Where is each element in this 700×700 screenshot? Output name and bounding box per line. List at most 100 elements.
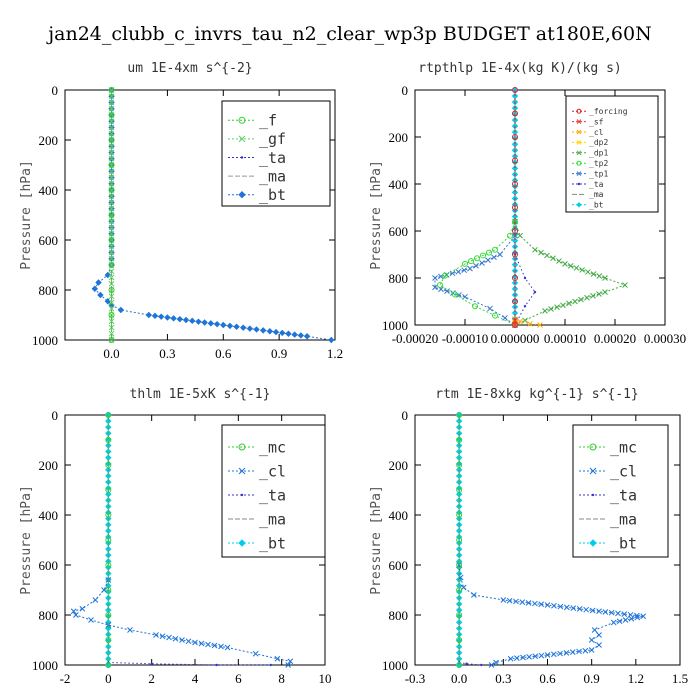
diamond-marker <box>97 291 104 299</box>
x-marker <box>108 118 115 125</box>
circle-marker <box>456 637 463 643</box>
x-marker <box>634 612 640 619</box>
circle-marker <box>437 282 443 289</box>
circle-marker <box>512 181 518 187</box>
x-marker <box>608 609 615 616</box>
x-marker <box>532 600 538 607</box>
x-marker <box>548 306 554 312</box>
x-tick-label: 10 <box>319 671 332 686</box>
y-tick-label: 1000 <box>32 658 58 673</box>
x-marker <box>596 632 602 638</box>
x-marker <box>563 604 570 611</box>
y-tick-label: 800 <box>39 608 59 623</box>
x-marker <box>108 174 115 181</box>
legend-label: _ta <box>259 486 286 504</box>
x-marker <box>596 273 603 279</box>
diamond-marker <box>303 333 311 340</box>
legend-label: _mc <box>259 438 286 456</box>
diamond-marker <box>285 330 292 337</box>
x-marker <box>628 615 635 622</box>
x-marker <box>576 140 582 145</box>
series-cl <box>456 562 647 668</box>
x-marker <box>589 467 597 475</box>
x-marker <box>517 318 523 325</box>
legend-label: _ma <box>589 190 604 199</box>
dot-marker <box>465 662 468 665</box>
diamond-marker <box>182 316 190 324</box>
y-tick-label: 0 <box>402 83 409 98</box>
x-marker <box>573 265 580 271</box>
legend-label: _sf <box>589 117 604 126</box>
x-marker <box>172 635 179 642</box>
y-axis-label: Pressure [hPa] <box>19 485 34 595</box>
legend: _f_gf_ta_ma_bt <box>221 100 331 207</box>
x-tick-label: 1.5 <box>672 671 688 686</box>
legend-item: _bt <box>579 534 637 552</box>
diamond-marker <box>238 190 246 199</box>
diamond-marker <box>104 271 112 279</box>
y-tick-label: 200 <box>39 133 59 148</box>
diamond-marker <box>246 325 254 332</box>
y-tick-label: 200 <box>389 130 409 145</box>
x-marker <box>616 618 623 625</box>
legend-label: _f <box>259 112 277 130</box>
x-marker <box>538 652 545 659</box>
dot-marker <box>577 182 581 186</box>
series-ta <box>457 661 483 667</box>
x-marker <box>583 606 589 613</box>
x-marker <box>640 613 647 620</box>
legend-label: _ma <box>259 167 286 185</box>
x-marker <box>471 592 477 598</box>
legend-label: _mc <box>610 438 637 456</box>
x-marker <box>544 252 550 259</box>
diamond-marker <box>589 539 597 547</box>
circle-marker <box>468 258 474 265</box>
y-tick-label: 600 <box>389 224 409 239</box>
x-marker <box>591 627 598 633</box>
x-tick-label: 0.00010 <box>544 331 586 346</box>
x-marker <box>92 597 99 603</box>
legend-label: _ma <box>610 510 637 528</box>
panel-um-budget: um 1E-4xm s^{-2} Pressure [hPa] 0 200 400 6… <box>19 61 343 361</box>
x-marker <box>542 308 548 314</box>
circle-marker <box>108 112 115 118</box>
series-tp2 <box>437 218 518 328</box>
x-tick-label: 0.9 <box>584 671 600 686</box>
x-marker <box>550 255 556 262</box>
y-tick-label: 800 <box>389 608 409 623</box>
x-marker <box>579 267 585 273</box>
panel-title: thlm 1E-5xK s^{-1} <box>130 387 271 402</box>
diamond-marker <box>213 320 221 328</box>
x-marker <box>538 601 545 608</box>
circle-marker <box>589 443 597 451</box>
x-tick-label: 1.2 <box>327 346 343 361</box>
x-marker <box>449 270 456 277</box>
x-marker <box>127 627 133 633</box>
x-tick-label: -2 <box>60 671 71 686</box>
circle-marker <box>105 637 112 643</box>
x-marker <box>634 614 641 621</box>
x-tick-label: 0.00030 <box>644 331 686 346</box>
legend-label: _gf <box>259 130 286 148</box>
legend-item: _ma <box>572 190 604 199</box>
x-tick-label: 4 <box>192 671 199 686</box>
circle-marker <box>462 260 468 267</box>
x-marker <box>506 597 513 604</box>
legend-item: _mc <box>579 438 637 456</box>
circle-marker <box>456 537 463 543</box>
x-tick-label: 0.6 <box>539 671 556 686</box>
y-tick-label: 400 <box>389 177 409 192</box>
diamond-marker <box>272 328 280 336</box>
y-tick-label: 200 <box>39 458 59 473</box>
legend-label: _ma <box>259 510 286 528</box>
x-marker <box>610 619 617 626</box>
dot-marker <box>240 493 244 497</box>
y-tick-label: 800 <box>39 283 59 298</box>
panel-title: um 1E-4xm s^{-2} <box>127 61 252 76</box>
dot-marker <box>269 663 273 667</box>
x-marker <box>108 274 115 281</box>
x-marker <box>622 617 629 623</box>
circle-marker <box>474 255 480 262</box>
x-marker <box>622 282 628 288</box>
legend-item: _cl <box>579 462 637 480</box>
